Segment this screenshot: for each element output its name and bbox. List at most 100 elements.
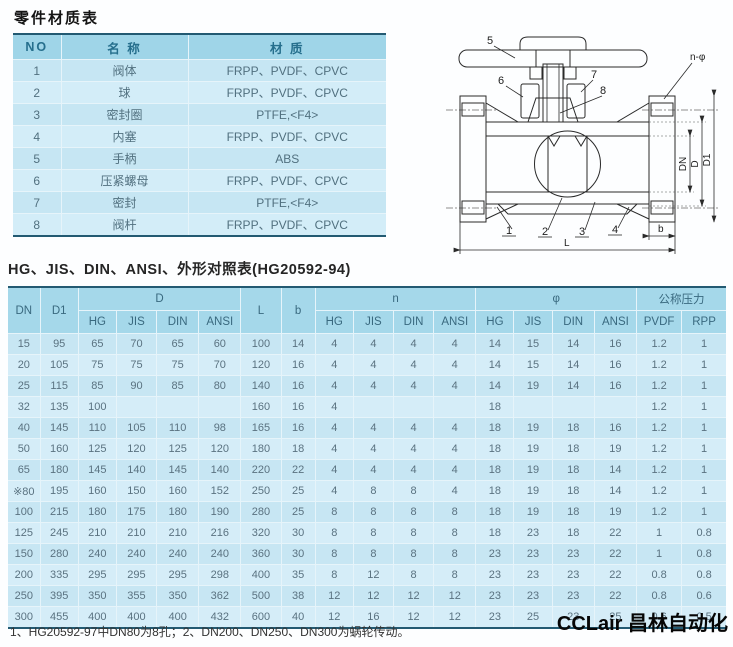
cell: 4 xyxy=(352,417,394,439)
cell: 250 xyxy=(7,585,41,607)
cell: 19 xyxy=(513,501,553,523)
cell: 2 xyxy=(12,81,62,104)
cell: 4 xyxy=(352,438,394,460)
cell: 8 xyxy=(433,522,477,544)
cell: 1.2 xyxy=(635,501,683,523)
cell: 18 xyxy=(475,459,515,481)
cell: 内塞 xyxy=(60,125,189,148)
cell: 240 xyxy=(115,543,158,565)
dim-table-title: HG、JIS、DIN、ANSI、外形对照表(HG20592-94) xyxy=(8,262,351,278)
cell: 12 xyxy=(352,564,394,586)
sub-d-jis: JIS xyxy=(115,310,158,334)
table-row: 200 335 295 295 295 298 400 35 8 12 8 8 23 23 23 22 0.8 0… xyxy=(7,564,727,586)
cell: 350 xyxy=(156,585,200,607)
cell: 23 xyxy=(551,564,595,586)
cell: 18 xyxy=(475,396,515,418)
table-row: 125 245 210 210 210 216 320 30 8 8 8 8 18 23 18 22 1 0.8 xyxy=(7,522,727,544)
cell: 18 xyxy=(475,480,515,502)
cell: 0.8 xyxy=(681,543,727,565)
cell: 15 xyxy=(7,333,41,355)
cell: 4 xyxy=(433,459,477,481)
cell: 180 xyxy=(156,501,200,523)
cell: 4 xyxy=(392,459,435,481)
cell: 20 xyxy=(7,354,41,376)
cell: 60 xyxy=(198,333,242,355)
cell: 23 xyxy=(513,564,553,586)
cell: 8 xyxy=(433,501,477,523)
cell: 150 xyxy=(7,543,41,565)
cell: 245 xyxy=(39,522,79,544)
cell: 22 xyxy=(593,543,638,565)
cell: 1 xyxy=(681,459,727,481)
cell: 8 xyxy=(314,543,354,565)
sub-n-jis: JIS xyxy=(352,310,394,334)
cell: 4 xyxy=(12,125,62,148)
cell: 19 xyxy=(513,459,553,481)
table-row: 150 280 240 240 240 240 360 30 8 8 8 8 23 23 23 22 1 0.8 xyxy=(7,543,727,565)
dimension-table: DN D1 D L b n φ 公称压力 HG JIS DIN ANSI HG … xyxy=(7,286,727,629)
cell: 125 xyxy=(156,438,200,460)
parts-table-title: 零件材质表 xyxy=(14,10,100,27)
cell: 25 xyxy=(280,480,316,502)
cell: 25 xyxy=(280,501,316,523)
cell: 215 xyxy=(39,501,79,523)
cell: 160 xyxy=(156,480,200,502)
cell: 400 xyxy=(156,606,200,627)
cell: 140 xyxy=(240,375,282,397)
cell: 8 xyxy=(433,564,477,586)
cell: 85 xyxy=(77,375,117,397)
cell: 140 xyxy=(115,459,158,481)
cell: 32 xyxy=(7,396,41,418)
dim-label-b: b xyxy=(658,224,664,235)
cell: 15 xyxy=(513,354,553,376)
cell: 70 xyxy=(115,333,158,355)
cell: 125 xyxy=(77,438,117,460)
cell: 110 xyxy=(156,417,200,439)
table-row: 50 160 125 120 125 120 180 18 4 4 4 4 18 19 18 19 1.2 1 xyxy=(7,438,727,460)
cell: 23 xyxy=(551,606,595,627)
cell: 38 xyxy=(280,585,316,607)
cell: FRPP、PVDF、CPVC xyxy=(187,213,387,235)
table-row: 2 球 FRPP、PVDF、CPVC xyxy=(12,81,387,104)
cell: 19 xyxy=(513,480,553,502)
cell: 1 xyxy=(635,522,683,544)
group-n: n xyxy=(314,288,477,311)
dimension-lines: DN D D1 n-φ b L xyxy=(453,52,717,254)
cell: 14 xyxy=(593,480,638,502)
cell: 1 xyxy=(681,438,727,460)
cell: 23 xyxy=(551,585,595,607)
table-row: 65 180 145 140 145 140 220 22 4 4 4 4 18 19 18 14 1.2 1 xyxy=(7,459,727,481)
table-row: 6 压紧螺母 FRPP、PVDF、CPVC xyxy=(12,169,387,192)
part-label-3: 3 xyxy=(579,226,585,238)
cell: 0.8 xyxy=(635,564,683,586)
cell: ABS xyxy=(187,147,387,170)
cell: 密封圈 xyxy=(60,103,189,126)
cell: 8 xyxy=(433,543,477,565)
cell: 100 xyxy=(77,396,117,418)
cell: 23 xyxy=(513,522,553,544)
cell: 8 xyxy=(352,480,394,502)
cell xyxy=(392,396,435,418)
cell xyxy=(593,396,638,418)
sub-d-hg: HG xyxy=(77,310,117,334)
cell: 18 xyxy=(551,438,595,460)
cell xyxy=(156,396,200,418)
cell: 105 xyxy=(39,354,79,376)
cell: 22 xyxy=(593,564,638,586)
cell: 65 xyxy=(77,333,117,355)
cell: 8 xyxy=(352,543,394,565)
cell: 12 xyxy=(433,585,477,607)
cell: 23 xyxy=(475,585,515,607)
cell: 6 xyxy=(12,169,62,192)
cell: 8 xyxy=(314,564,354,586)
cell: 4 xyxy=(352,333,394,355)
cell: 220 xyxy=(240,459,282,481)
cell: 18 xyxy=(475,417,515,439)
col-dn: DN xyxy=(7,288,41,334)
table-row: 8 阀杆 FRPP、PVDF、CPVC xyxy=(12,213,387,235)
part-label-7: 7 xyxy=(591,69,597,81)
cell: 4 xyxy=(433,333,477,355)
cell: 4 xyxy=(392,417,435,439)
cell: 8 xyxy=(392,543,435,565)
table-row: 100 215 180 175 180 190 280 25 8 8 8 8 18 19 18 19 1.2 1 xyxy=(7,501,727,523)
